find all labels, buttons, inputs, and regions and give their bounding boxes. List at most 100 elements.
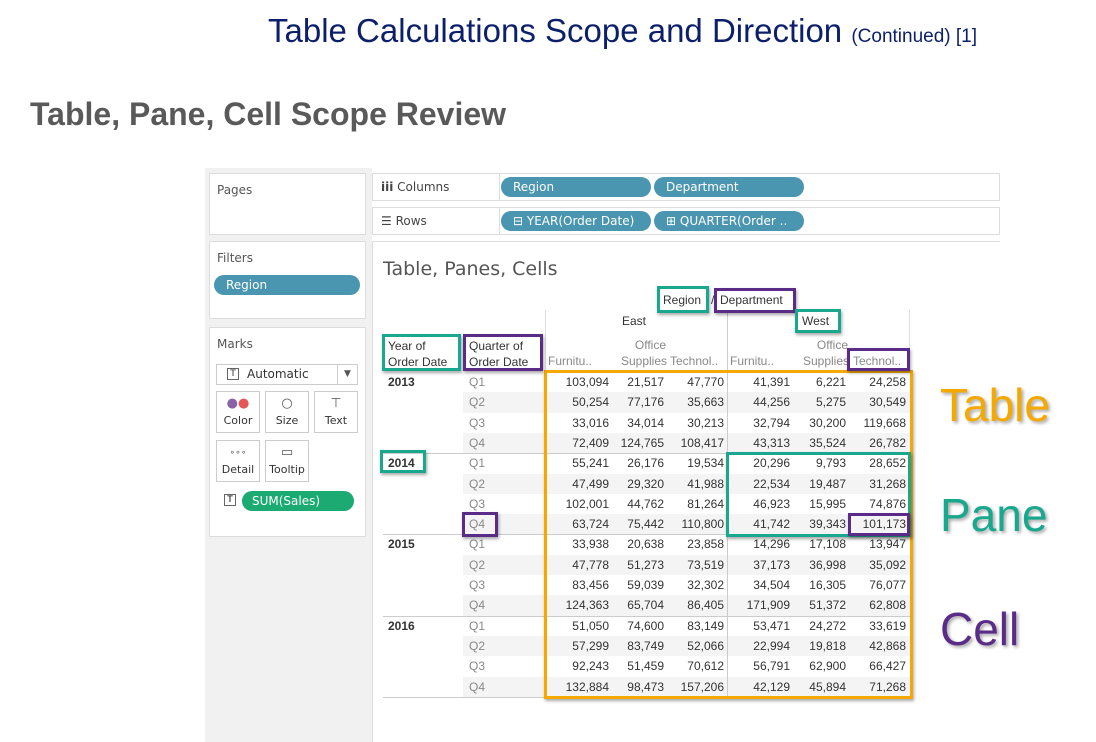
table-cell: 5,275 [815, 395, 846, 410]
table-cell: 47,499 [572, 476, 609, 491]
region-header-west: West [802, 314, 830, 328]
rows-label: ☰ Rows [381, 214, 427, 228]
row-shading [463, 635, 910, 657]
tableau-worksheet: Pages Filters Region Marks T Automatic ▼… [205, 168, 1000, 742]
mark-type-dropdown[interactable]: T Automatic ▼ [216, 364, 358, 385]
row-shading [463, 392, 910, 413]
table-cell: 51,273 [627, 557, 664, 572]
table-cell: 45,894 [809, 679, 846, 694]
quarter-q4-box [462, 512, 498, 537]
west-header-box [795, 309, 841, 333]
table-cell: 41,742 [753, 517, 790, 532]
pages-card[interactable]: Pages [209, 173, 366, 235]
table-cell: 57,299 [572, 638, 609, 653]
table-cell: 70,612 [687, 659, 724, 674]
title-suffix: (Continued) [1] [851, 26, 978, 47]
table-cell: 47,770 [687, 375, 724, 389]
table-cell: 32,794 [753, 415, 790, 430]
year-label: 2016 [388, 618, 415, 633]
column-pill-region[interactable]: Region [501, 177, 651, 197]
table-cell: 51,050 [572, 618, 609, 633]
quarter-label: Q3 [469, 496, 486, 511]
quarter-label: Q2 [469, 395, 486, 410]
region-header-east: East [622, 314, 647, 328]
row-pill-quarter[interactable]: ⊞ QUARTER(Order .. [654, 211, 804, 231]
table-cell: 41,988 [687, 476, 724, 491]
quarter-label: Q4 [469, 517, 486, 532]
table-cell: 42,129 [753, 679, 790, 694]
table-cell: 46,923 [753, 496, 790, 511]
department-header: Office [816, 338, 848, 352]
detail-button[interactable]: ∘∘∘ Detail [216, 440, 260, 482]
filter-pill-region[interactable]: Region [214, 275, 360, 295]
measure-pill-sum-sales[interactable]: SUM(Sales) [242, 491, 354, 511]
table-cell: 92,243 [572, 659, 609, 674]
tooltip-label: Tooltip [269, 463, 305, 476]
rows-shelf: ☰ Rows ⊟ YEAR(Order Date) ⊞ QUARTER(Orde… [372, 207, 1000, 235]
table-cell: 22,994 [753, 638, 790, 653]
department-header: Furnitu.. [548, 354, 593, 368]
technology-header-box [847, 348, 910, 371]
table-cell: 37,173 [753, 557, 790, 572]
table-cell: 32,302 [687, 578, 724, 592]
table-cell: 59,039 [627, 578, 664, 592]
department-header: Office [634, 338, 666, 352]
row-shading [463, 432, 910, 454]
marks-label: Marks [217, 337, 253, 351]
divider [383, 534, 910, 536]
table-cell: 30,549 [869, 395, 906, 410]
table-cell: 108,417 [680, 435, 724, 450]
table-cell: 41,391 [753, 375, 790, 389]
table-cell: 102,001 [565, 496, 609, 511]
table-cell: 63,724 [572, 517, 609, 532]
row-shading [463, 676, 910, 697]
quarter-label: Q4 [469, 435, 486, 450]
text-label: Text [324, 414, 348, 427]
chevron-down-icon: ▼ [337, 365, 357, 384]
color-button[interactable]: ●● Color [216, 391, 260, 433]
table-cell: 30,200 [809, 415, 846, 430]
text-button[interactable]: ⊤ Text [314, 391, 358, 433]
region-header-box [657, 286, 709, 313]
year-label: 2014 [388, 456, 415, 471]
label-pane: Pane [940, 489, 1048, 541]
detail-label: Detail [221, 463, 255, 476]
table-cell: 51,372 [809, 598, 846, 613]
table-cell: 26,782 [869, 435, 906, 450]
department-header: Supplies [802, 354, 849, 368]
divider [383, 615, 910, 617]
quarter-label: Q1 [469, 618, 486, 633]
tooltip-button[interactable]: ▭ Tooltip [265, 440, 309, 482]
viz-area: Table, Panes, Cells [372, 241, 1000, 742]
table-cell: 39,343 [809, 517, 846, 532]
column-pill-department[interactable]: Department [654, 177, 804, 197]
size-label: Size [275, 414, 299, 427]
table-cell: 86,405 [687, 598, 724, 613]
table-cell: 83,456 [572, 578, 609, 592]
column-header-department: Department [720, 293, 783, 307]
label-table: Table [940, 379, 1050, 431]
table-cell: 74,600 [627, 618, 664, 633]
table-cell: 65,704 [627, 598, 664, 613]
table-cell: 53,471 [753, 618, 790, 633]
columns-label-text: Columns [397, 180, 450, 194]
table-cell: 71,268 [869, 679, 906, 694]
row-pill-year[interactable]: ⊟ YEAR(Order Date) [501, 211, 651, 231]
table-cell: 15,995 [809, 496, 846, 511]
expand-icon: ⊞ [666, 214, 680, 228]
filters-card[interactable]: Filters Region [209, 241, 366, 319]
table-cell: 44,256 [753, 395, 790, 410]
divider [909, 310, 910, 372]
row-header-year: Year of Order Date [388, 339, 448, 369]
table-cell: 73,519 [687, 557, 724, 572]
table-cell: 157,206 [680, 679, 724, 694]
table-cell: 101,173 [862, 517, 906, 532]
table-cell: 35,663 [687, 395, 724, 410]
text-mark-icon: T [227, 368, 239, 380]
table-cell: 36,998 [809, 557, 846, 572]
rows-icon: ☰ [381, 214, 392, 228]
size-button[interactable]: ○ Size [265, 391, 309, 433]
quarter-label: Q1 [469, 375, 486, 389]
quarter-label: Q3 [469, 415, 486, 430]
